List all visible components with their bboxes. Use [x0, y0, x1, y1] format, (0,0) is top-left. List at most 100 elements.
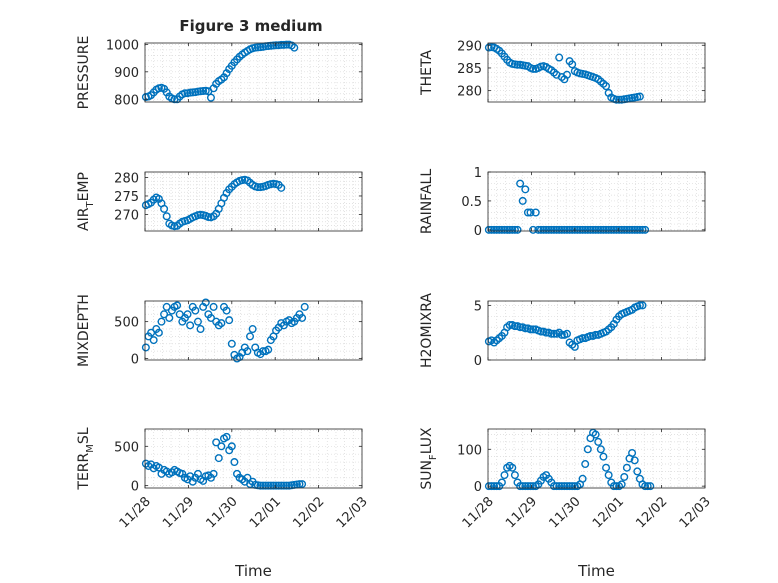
data-point	[542, 328, 551, 337]
data-point	[615, 225, 624, 234]
data-point	[521, 324, 530, 333]
data-point	[160, 310, 169, 319]
data-point	[568, 60, 577, 69]
data-point	[544, 225, 553, 234]
figure-title: Figure 3 medium	[179, 17, 322, 35]
y-axis-label: H2OMIXRA	[419, 293, 435, 368]
data-point	[560, 482, 569, 491]
data-point	[646, 482, 655, 491]
data-point	[589, 225, 598, 234]
data-point	[495, 225, 504, 234]
data-point	[154, 328, 163, 337]
data-point	[555, 225, 564, 234]
data-point	[264, 345, 273, 354]
axes-box	[144, 300, 363, 361]
data-point	[298, 313, 307, 322]
y-axis-label: THETA	[419, 50, 435, 96]
data-point	[290, 43, 299, 52]
data-point	[282, 481, 291, 490]
data-point	[217, 319, 226, 328]
y-tick-label: 0	[474, 354, 482, 369]
data-point	[492, 482, 501, 491]
data-point	[300, 302, 309, 311]
data-point	[549, 329, 558, 338]
data-point	[253, 183, 262, 192]
x-axis-label: Time	[577, 562, 615, 580]
data-point	[516, 323, 525, 332]
data-point	[641, 482, 650, 491]
data-point	[201, 298, 210, 307]
data-point	[503, 225, 512, 234]
data-point	[635, 225, 644, 234]
data-point	[570, 225, 579, 234]
y-tick-label: 1	[474, 166, 482, 181]
data-point	[272, 41, 281, 50]
data-point	[518, 482, 527, 491]
data-point	[529, 482, 538, 491]
data-point	[243, 347, 252, 356]
data-point	[518, 196, 527, 205]
data-point	[497, 225, 506, 234]
data-point	[222, 306, 231, 315]
data-point	[599, 225, 608, 234]
data-point	[526, 482, 535, 491]
data-point	[183, 310, 192, 319]
data-point	[641, 225, 650, 234]
data-point	[547, 329, 556, 338]
data-point	[573, 225, 582, 234]
data-point	[628, 225, 637, 234]
data-point	[609, 482, 618, 491]
data-point	[596, 445, 605, 454]
axes-box	[487, 428, 706, 489]
data-point	[282, 40, 291, 49]
data-point	[568, 225, 577, 234]
data-point	[180, 89, 189, 98]
data-point	[638, 225, 647, 234]
data-point	[186, 321, 195, 330]
data-point	[529, 64, 538, 73]
data-point	[277, 481, 286, 490]
data-point	[157, 317, 166, 326]
data-point	[539, 225, 548, 234]
y-tick-label: 0	[474, 480, 482, 495]
data-point	[295, 480, 304, 489]
y-tick-label: 0	[474, 224, 482, 239]
axes-box	[487, 171, 706, 232]
data-point	[526, 325, 535, 334]
y-axis-label: RAINFALL	[419, 169, 435, 234]
data-point	[508, 225, 517, 234]
data-point	[542, 225, 551, 234]
data-point	[484, 482, 493, 491]
data-point	[583, 225, 592, 234]
data-point	[568, 482, 577, 491]
data-point	[505, 225, 514, 234]
data-point	[620, 472, 629, 481]
data-point	[586, 225, 595, 234]
y-tick-label: 270	[114, 208, 139, 223]
data-point	[635, 92, 644, 101]
y-tick-label: 900	[114, 66, 139, 81]
data-point	[562, 225, 571, 234]
data-point	[505, 321, 514, 330]
data-point	[581, 225, 590, 234]
data-point	[594, 437, 603, 446]
data-point	[555, 482, 564, 491]
data-point	[526, 208, 535, 217]
axes-box	[487, 42, 706, 103]
data-point	[225, 316, 234, 325]
data-point	[510, 471, 519, 480]
data-point	[555, 53, 564, 62]
data-point	[227, 442, 236, 451]
y-tick-label: 280	[457, 85, 482, 100]
data-point	[549, 482, 558, 491]
y-tick-label: 0	[131, 480, 139, 495]
y-tick-label: 275	[114, 190, 139, 205]
y-tick-label: 0	[131, 353, 139, 368]
data-point	[602, 463, 611, 472]
axes-box	[144, 428, 363, 489]
data-point	[222, 432, 231, 441]
data-point	[523, 208, 532, 217]
data-point	[298, 480, 307, 489]
subplot-theta: 280 285 290 THETA	[419, 39, 706, 104]
data-point	[570, 482, 579, 491]
